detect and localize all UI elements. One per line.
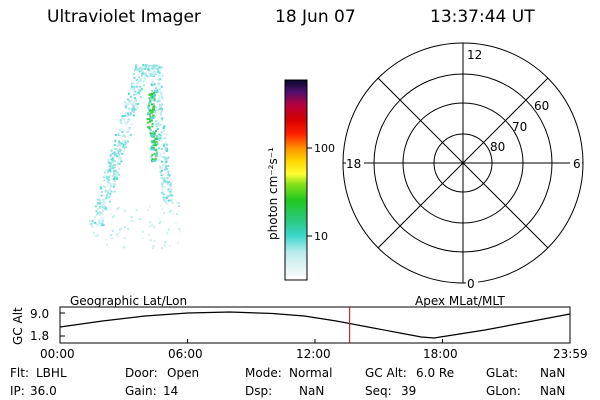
info-glat-value: NaN: [540, 366, 566, 380]
polar-lat-label-70: 70: [512, 120, 527, 134]
polar-axis-diagonal: [377, 77, 549, 249]
instrument-title: Ultraviolet Imager: [47, 7, 201, 27]
timeline-y-tick-1.8: 1.8: [30, 329, 50, 343]
timeline-x-tick-06: 06:00: [168, 347, 203, 361]
info-gain-value: 14: [163, 384, 179, 398]
info-glon-label: GLon:: [486, 384, 521, 398]
info-glat-label: GLat:: [486, 366, 519, 380]
info-door-label: Door:: [125, 366, 158, 380]
polar-lat-label-80: 80: [490, 140, 505, 154]
info-gcalt-label: GC Alt:: [365, 366, 407, 380]
timeline-x-tick-18: 18:00: [423, 347, 458, 361]
info-ip-label: IP:: [10, 384, 25, 398]
observation-time: 13:37:44 UT: [430, 7, 535, 27]
altitude-curve: [59, 311, 571, 339]
info-seq-value: 39: [401, 384, 417, 398]
polar-clock-label-18: 18: [346, 157, 361, 171]
info-mode-label: Mode:: [245, 366, 282, 380]
timeline-x-tick-12: 12:00: [296, 347, 331, 361]
info-flt-value: LBHL: [36, 366, 67, 380]
info-door-value: Open: [167, 366, 200, 380]
polar-clock-label-0: 0: [467, 277, 475, 291]
timeline-x-tick-2359: 23:59: [553, 347, 588, 361]
info-dsp-label: Dsp:: [245, 384, 273, 398]
info-dsp-value: NaN: [299, 384, 325, 398]
timeline-left-label: Geographic Lat/Lon: [70, 294, 188, 308]
timeline-frame: [59, 306, 571, 344]
info-gain-label: Gain:: [125, 384, 157, 398]
info-glon-value: NaN: [540, 384, 566, 398]
polar-lat-label-60: 60: [534, 99, 549, 113]
colorbar-unit-label: photon cm⁻²s⁻¹: [266, 147, 280, 240]
info-mode-value: Normal: [289, 366, 333, 380]
timeline-y-label: GC Alt: [11, 307, 25, 345]
observation-date: 18 Jun 07: [275, 7, 356, 27]
info-seq-label: Seq:: [365, 384, 392, 398]
info-flt-label: Flt:: [10, 366, 29, 380]
timeline-right-label: Apex MLat/MLT: [415, 294, 505, 308]
polar-clock-label-12: 12: [467, 48, 482, 62]
timeline-x-tick-00: 00:00: [40, 347, 75, 361]
colorbar-tick-label: 10: [314, 230, 328, 243]
polar-clock-label-6: 6: [573, 157, 581, 171]
timeline-y-tick-9: 9.0: [30, 307, 50, 321]
info-gcalt-value: 6.0 Re: [416, 366, 455, 380]
colorbar-tick-label: 100: [314, 142, 335, 155]
info-ip-value: 36.0: [30, 384, 57, 398]
colorbar-gradient: [284, 79, 308, 281]
